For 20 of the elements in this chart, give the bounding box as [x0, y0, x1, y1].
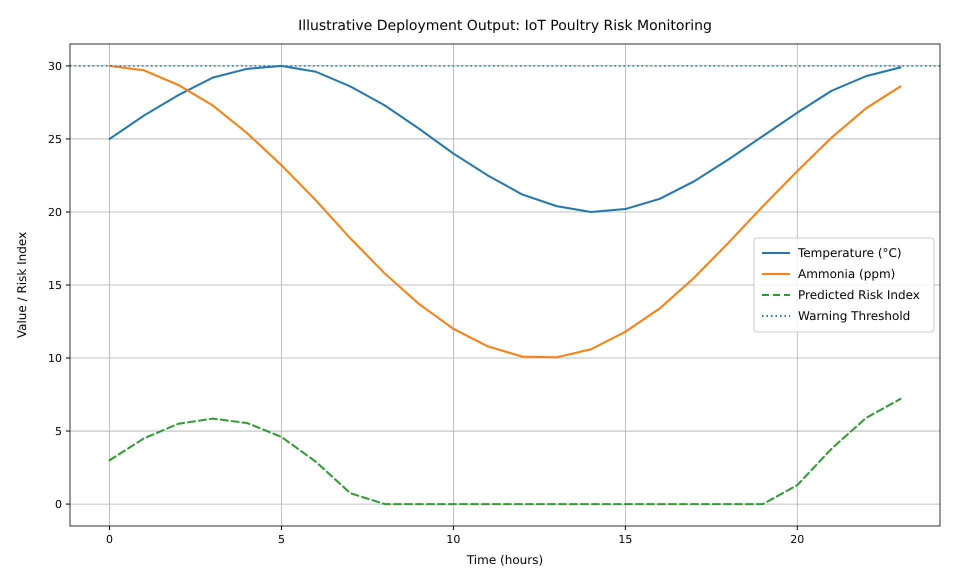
- y-tick-label: 30: [48, 60, 62, 73]
- x-axis-title: Time (hours): [466, 553, 544, 567]
- y-tick-label: 15: [48, 279, 62, 292]
- legend-label: Ammonia (ppm): [798, 267, 896, 281]
- y-tick-label: 20: [48, 206, 62, 219]
- chart-title: Illustrative Deployment Output: IoT Poultry Risk Monitoring: [298, 18, 712, 34]
- x-tick-label: 10: [446, 533, 460, 546]
- y-axis-title: Value / Risk Index: [15, 232, 29, 338]
- legend-label: Warning Threshold: [798, 309, 910, 323]
- x-tick-label: 0: [106, 533, 114, 546]
- legend-label: Temperature (°C): [797, 246, 902, 260]
- y-tick-label: 0: [55, 498, 62, 512]
- y-tick-label: 10: [48, 352, 62, 366]
- line-series: [108, 398, 902, 506]
- y-tick-label: 25: [48, 132, 62, 146]
- legend-label: Predicted Risk Index: [798, 288, 920, 302]
- y-tick-label: 5: [55, 425, 62, 438]
- x-tick-label: 5: [278, 533, 285, 546]
- x-tick-label: 20: [790, 533, 804, 546]
- x-tick-label: 15: [618, 533, 632, 546]
